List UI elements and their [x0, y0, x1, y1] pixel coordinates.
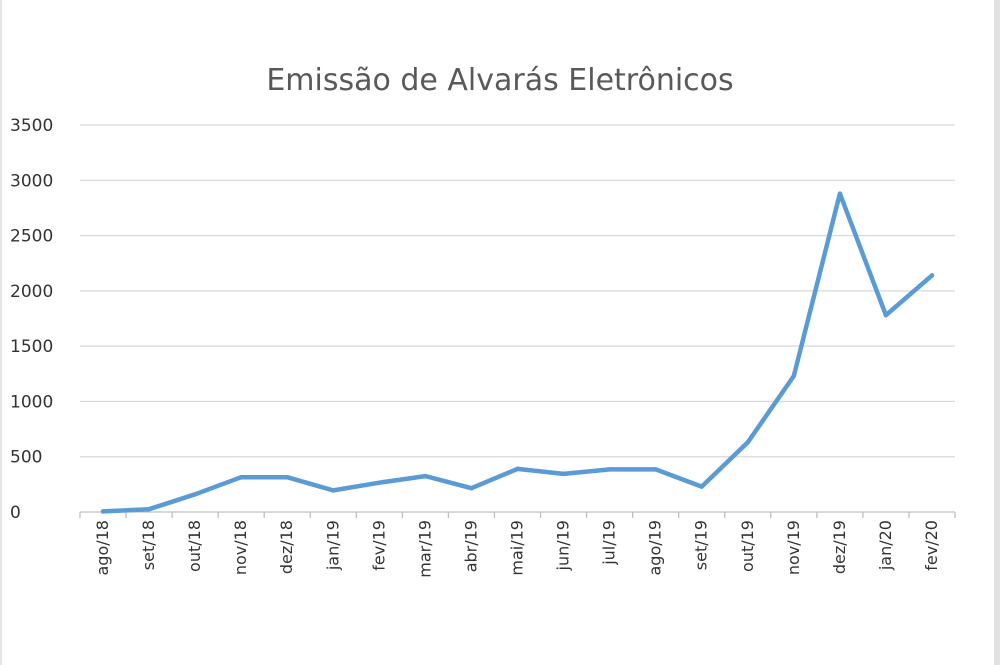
data-point — [561, 471, 566, 477]
x-axis — [79, 511, 956, 518]
data-point — [285, 474, 290, 480]
x-tick-label: nov/18 — [231, 520, 250, 575]
right-border — [994, 0, 1000, 665]
data-point — [699, 484, 704, 489]
gridlines — [80, 124, 955, 458]
data-point — [146, 507, 152, 512]
x-tick-label: jan/19 — [323, 520, 342, 571]
x-tick-label: fev/19 — [369, 520, 388, 571]
x-tick-label: set/19 — [692, 520, 711, 570]
y-tick-label: 500 — [10, 448, 42, 468]
x-tick-label: dez/18 — [277, 520, 296, 574]
x-tick-label: out/18 — [185, 520, 204, 572]
data-point — [607, 467, 612, 472]
y-tick-label: 2500 — [10, 227, 53, 247]
x-tick-label: dez/19 — [830, 520, 849, 574]
y-tick-label: 2000 — [10, 282, 53, 302]
x-tick-label: set/18 — [139, 520, 158, 570]
left-border — [0, 0, 2, 665]
data-point — [192, 492, 198, 497]
data-point — [469, 486, 474, 491]
x-tick-label: jan/20 — [876, 520, 895, 571]
x-tick-label: out/19 — [738, 520, 757, 572]
y-axis-tick-labels: 0 500 1000 1500 2000 2500 3000 3500 — [10, 116, 53, 523]
x-axis-tick-labels: ago/18 set/18 out/18 nov/18 dez/18 jan/19 fev/… — [93, 520, 941, 578]
chart-title: Emissão de Alvarás Eletrônicos — [266, 63, 733, 98]
data-point — [100, 509, 106, 514]
data-point — [745, 440, 750, 445]
data-point — [653, 467, 658, 472]
data-point — [791, 373, 797, 379]
data-point — [423, 473, 428, 479]
y-tick-label: 1500 — [10, 337, 53, 357]
x-tick-label: mar/19 — [415, 520, 434, 578]
y-tick-label: 0 — [10, 503, 21, 523]
y-tick-label: 3000 — [10, 171, 53, 191]
data-point — [515, 466, 520, 472]
x-tick-label: fev/20 — [922, 520, 941, 571]
x-tick-label: nov/19 — [784, 520, 803, 575]
data-point — [331, 488, 336, 493]
x-tick-label: abr/19 — [461, 520, 480, 572]
series-layer — [100, 191, 935, 514]
data-point — [837, 191, 843, 196]
data-point — [929, 273, 935, 278]
x-tick-label: jul/19 — [600, 520, 619, 566]
x-tick-label: jun/19 — [554, 520, 573, 571]
series-line — [100, 191, 935, 514]
data-point — [377, 480, 382, 485]
data-point — [883, 312, 889, 318]
x-tick-label: ago/19 — [646, 520, 665, 576]
x-tick-label: mai/19 — [508, 520, 527, 576]
y-tick-label: 3500 — [10, 116, 53, 136]
x-tick-label: ago/18 — [93, 520, 112, 576]
y-tick-label: 1000 — [10, 392, 53, 412]
data-point — [238, 474, 244, 480]
